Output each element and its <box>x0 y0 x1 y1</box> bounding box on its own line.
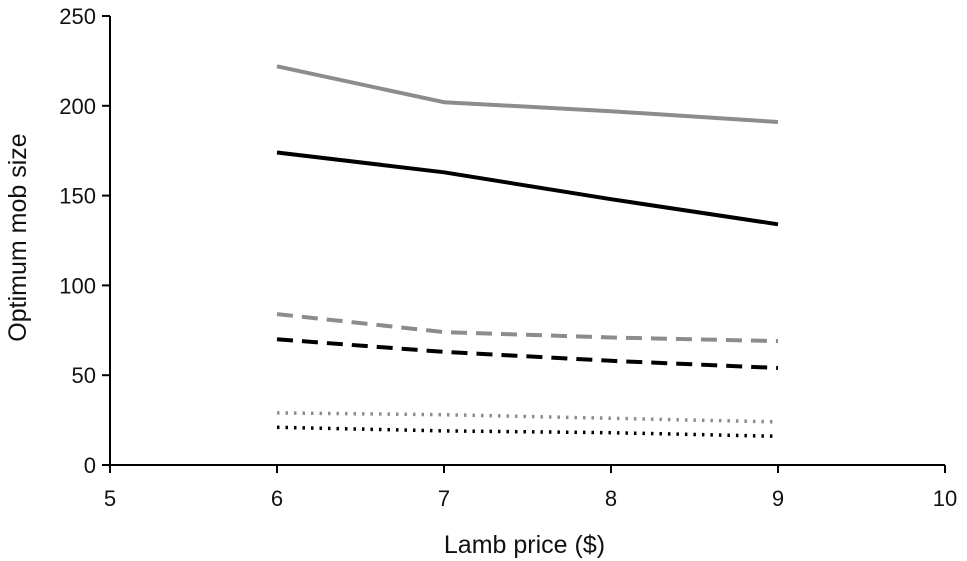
x-tick-label: 6 <box>271 486 283 511</box>
y-tick-label: 200 <box>59 94 96 119</box>
y-tick-label: 50 <box>72 363 96 388</box>
y-tick-label: 250 <box>59 4 96 29</box>
series-line-solid-grey <box>276 64 779 124</box>
x-tick-label: 9 <box>772 486 784 511</box>
x-tick-label: 7 <box>438 486 450 511</box>
y-tick-label: 100 <box>59 273 96 298</box>
y-axis-title: Optimum mob size <box>4 133 32 341</box>
series-line-dotted-black <box>276 425 779 439</box>
series-layer <box>276 64 779 439</box>
y-tick-label: 0 <box>84 453 96 478</box>
series-line-dashed-black <box>276 337 779 370</box>
series-line-dashed-grey <box>276 312 779 344</box>
series-line-dotted-grey <box>276 411 779 424</box>
y-tick-label: 150 <box>59 184 96 209</box>
x-axis-title: Lamb price ($) <box>444 531 605 559</box>
x-tick-label: 5 <box>104 486 116 511</box>
axes-layer: 0 50 100 150 200 250 5 6 7 8 9 10 <box>59 4 957 511</box>
x-tick-label: 10 <box>933 486 957 511</box>
x-tick-label: 8 <box>605 486 617 511</box>
series-line-solid-black <box>276 150 779 227</box>
